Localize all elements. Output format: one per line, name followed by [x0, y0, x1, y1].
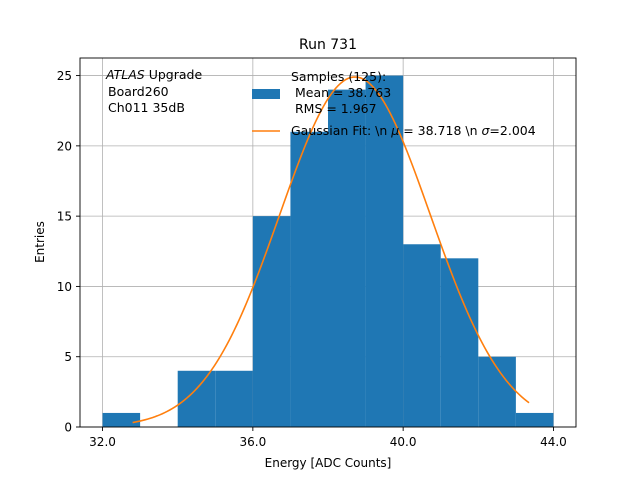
legend-rms: RMS = 1.967: [291, 101, 377, 116]
histogram-bar: [177, 370, 216, 427]
legend-fit-label: Gaussian Fit: \n μ = 38.718 \n σ=2.004: [291, 123, 536, 138]
histogram-bar: [290, 131, 328, 428]
annotation-atlas: ATLAS: [105, 67, 145, 82]
atlas-annotation: ATLAS Upgrade Board260 Ch011 35dB: [105, 67, 202, 115]
y-tick-label-2: 10: [57, 280, 72, 294]
x-tick-label-2: 40.0: [390, 435, 417, 449]
axes-frame: [79, 57, 577, 428]
histogram-bars: [102, 75, 554, 428]
legend-histogram-swatch: [252, 89, 280, 99]
histogram-bar: [328, 89, 366, 427]
y-tick-label-1: 5: [64, 350, 72, 364]
legend-fit-part-3: =2.004: [489, 123, 535, 138]
histogram-bar: [440, 258, 479, 427]
y-tick-label-4: 20: [57, 139, 72, 153]
legend-fit-part-1: Gaussian Fit: \n: [291, 123, 391, 138]
legend-fit-mu: μ: [390, 123, 399, 138]
histogram-bar: [102, 412, 141, 427]
y-axis-label: Entries: [33, 221, 47, 263]
legend: Samples (125): Mean = 38.763 RMS = 1.967…: [252, 69, 536, 138]
annotation-board: Board260: [108, 84, 169, 99]
annotation-channel: Ch011 35dB: [108, 100, 185, 115]
legend-samples: Samples (125):: [291, 69, 386, 84]
annotation-upgrade: Upgrade: [145, 67, 203, 82]
histogram-bar: [515, 412, 554, 427]
y-tick-label-3: 15: [57, 210, 72, 224]
histogram-bar: [403, 244, 441, 427]
y-tick-label-5: 25: [57, 69, 72, 83]
y-tick-label-0: 0: [64, 421, 72, 435]
x-tick-label-0: 32.0: [89, 435, 116, 449]
histogram-bar: [215, 370, 253, 427]
x-tick-label-1: 36.0: [239, 435, 266, 449]
chart-title: Run 731: [299, 37, 357, 53]
gaussian-fit-curve: [132, 76, 530, 424]
x-axis-ticks: 32.0 36.0 40.0 44.0: [89, 427, 567, 449]
x-tick-label-3: 44.0: [540, 435, 567, 449]
x-axis-label: Energy [ADC Counts]: [265, 456, 392, 470]
legend-fit-sigma: σ: [481, 123, 490, 138]
annotation-line-1: ATLAS Upgrade: [105, 67, 202, 82]
legend-fit-part-2: = 38.718 \n: [399, 123, 481, 138]
histogram-bar: [365, 75, 404, 428]
histogram-bar: [252, 216, 291, 427]
legend-mean: Mean = 38.763: [291, 85, 391, 100]
y-axis-ticks: 0 5 10 15 20 25: [57, 69, 80, 435]
